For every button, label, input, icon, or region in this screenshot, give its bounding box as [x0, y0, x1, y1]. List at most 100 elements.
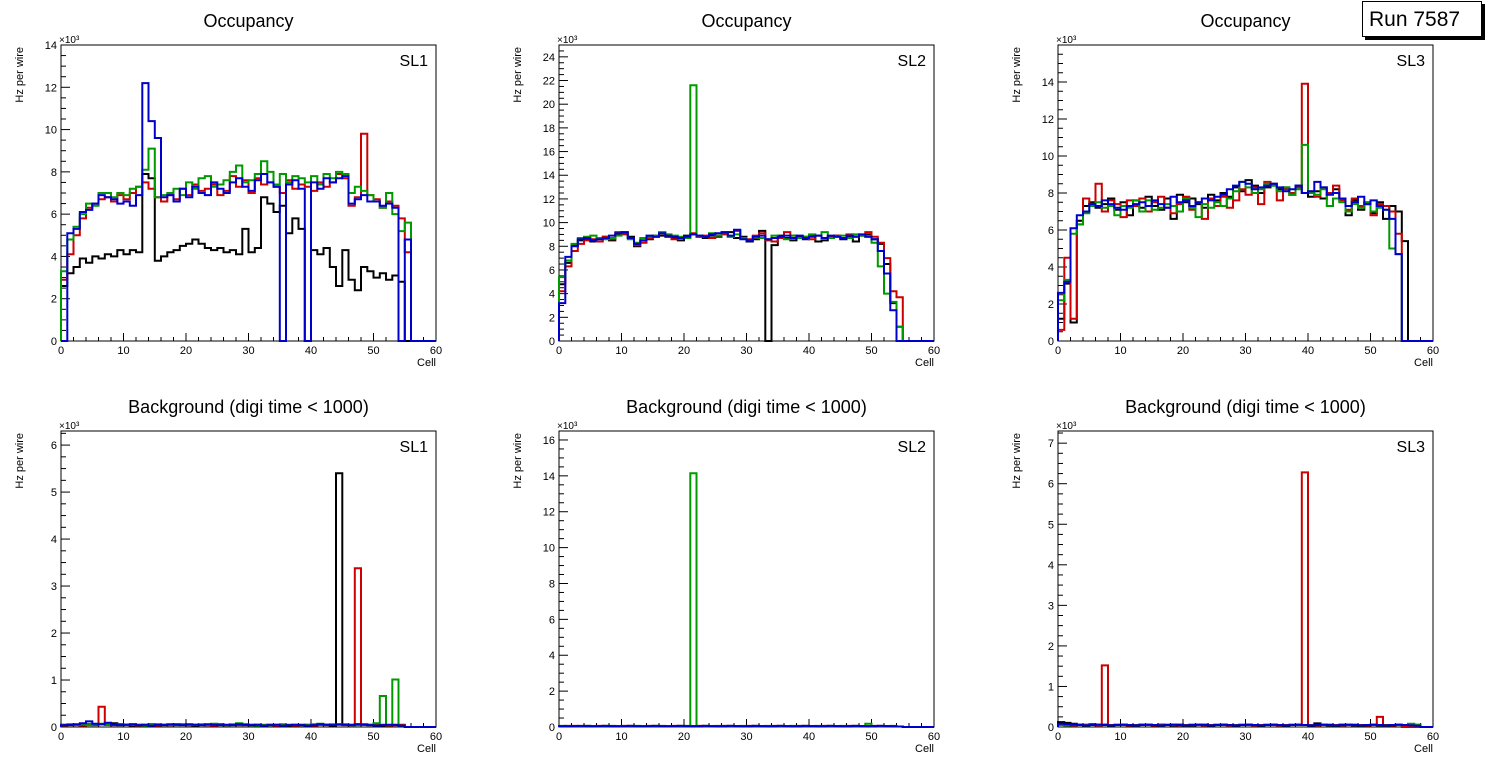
y-tick-label: 1	[51, 675, 57, 687]
x-tick-label: 20	[1177, 731, 1189, 743]
y-tick-label: 6	[549, 265, 555, 277]
y-tick-label: 6	[51, 440, 57, 452]
superlayer-tag: SL3	[1397, 53, 1426, 70]
y-tick-label: 5	[51, 487, 57, 499]
y-tick-label: 8	[549, 241, 555, 253]
y-tick-label: 2	[51, 628, 57, 640]
y-tick-label: 4	[549, 289, 555, 301]
y-axis-label: Hz per wire	[1011, 433, 1023, 489]
series-layer4	[61, 82, 436, 342]
y-tick-label: 12	[543, 194, 555, 206]
axis-exponent: ×10³	[1056, 35, 1077, 46]
y-axis-label: Hz per wire	[1011, 47, 1023, 103]
y-tick-label: 6	[549, 614, 555, 626]
axis-exponent: ×10³	[557, 421, 578, 432]
series-layer4	[558, 228, 934, 342]
superlayer-tag: SL2	[898, 439, 927, 456]
y-tick-label: 2	[1048, 641, 1054, 653]
y-tick-label: 14	[543, 170, 555, 182]
panel-occupancy-sl1: Occupancy SL1 ×10³ 0 10 20 30 40 50 60 0 2 4 6 8 10 12 14…	[14, 11, 442, 369]
plot-frame	[1057, 430, 1434, 728]
y-tick-label: 0	[1048, 722, 1054, 734]
y-tick-label: 16	[543, 147, 555, 159]
run-label: Run 7587	[1362, 1, 1482, 37]
x-tick-label: 50	[1364, 731, 1376, 743]
x-tick-label: 50	[1364, 345, 1376, 357]
y-tick-label: 7	[1048, 438, 1054, 450]
plot-title: Occupancy	[701, 11, 791, 31]
y-tick-label: 3	[1048, 600, 1054, 612]
y-tick-label: 2	[549, 686, 555, 698]
y-axis-label: Hz per wire	[512, 433, 524, 489]
x-tick-label: 10	[1114, 345, 1126, 357]
y-tick-label: 4	[549, 650, 555, 662]
x-tick-label: 40	[305, 345, 317, 357]
y-tick-label: 8	[549, 578, 555, 590]
y-tick-label: 6	[51, 209, 57, 221]
panel-background-sl2: Background (digi time < 1000) SL2 ×10³ 0 10 2…	[512, 397, 940, 755]
y-tick-label: 12	[1042, 114, 1054, 126]
x-tick-label: 0	[556, 345, 562, 357]
y-tick-label: 14	[1042, 77, 1054, 89]
y-tick-label: 0	[51, 722, 57, 734]
axis-exponent: ×10³	[59, 421, 80, 432]
x-tick-label: 30	[740, 731, 752, 743]
y-tick-label: 4	[1048, 262, 1054, 274]
y-tick-label: 0	[549, 336, 555, 348]
superlayer-tag: SL2	[898, 53, 927, 70]
x-tick-label: 40	[803, 731, 815, 743]
y-tick-label: 10	[45, 125, 57, 137]
plot-title: Background (digi time < 1000)	[128, 397, 369, 417]
x-tick-label: 20	[180, 345, 192, 357]
y-tick-label: 10	[1042, 151, 1054, 163]
series-layer4	[1057, 180, 1433, 342]
plot-frame	[60, 430, 437, 728]
series-layer4	[60, 720, 436, 728]
axis-exponent: ×10³	[557, 35, 578, 46]
superlayer-tag: SL3	[1397, 439, 1426, 456]
y-tick-label: 8	[1048, 188, 1054, 200]
y-tick-label: 4	[51, 251, 57, 263]
axis-exponent: ×10³	[59, 35, 80, 46]
y-tick-label: 5	[1048, 519, 1054, 531]
series-layer4	[1057, 722, 1433, 728]
x-tick-label: 0	[58, 345, 64, 357]
x-tick-label: 10	[117, 731, 129, 743]
y-tick-label: 2	[549, 312, 555, 324]
x-tick-label: 60	[430, 345, 442, 357]
x-tick-label: 30	[1239, 345, 1251, 357]
y-axis-label: Hz per wire	[512, 47, 524, 103]
series-layer1	[60, 173, 436, 342]
x-tick-label: 10	[615, 345, 627, 357]
y-tick-label: 14	[45, 40, 57, 52]
y-tick-label: 10	[543, 218, 555, 230]
x-tick-label: 40	[305, 731, 317, 743]
y-tick-label: 12	[45, 82, 57, 94]
x-tick-label: 20	[678, 345, 690, 357]
y-tick-label: 14	[543, 471, 555, 483]
y-tick-label: 10	[543, 543, 555, 555]
x-tick-label: 30	[242, 345, 254, 357]
x-tick-label: 20	[678, 731, 690, 743]
y-tick-label: 24	[543, 52, 555, 64]
x-tick-label: 60	[1427, 731, 1439, 743]
y-tick-label: 0	[1048, 336, 1054, 348]
plot-title: Background (digi time < 1000)	[1125, 397, 1366, 417]
x-axis-label: Cell	[915, 357, 934, 369]
y-tick-label: 4	[1048, 560, 1054, 572]
y-tick-label: 1	[1048, 681, 1054, 693]
y-tick-label: 12	[543, 507, 555, 519]
y-tick-label: 18	[543, 123, 555, 135]
series-layer3	[1057, 143, 1433, 342]
x-tick-label: 10	[615, 731, 627, 743]
x-tick-label: 50	[865, 345, 877, 357]
y-tick-label: 22	[543, 76, 555, 88]
x-tick-label: 50	[367, 345, 379, 357]
plot-frame	[558, 44, 935, 342]
y-tick-label: 0	[51, 336, 57, 348]
plot-title: Occupancy	[1200, 11, 1290, 31]
